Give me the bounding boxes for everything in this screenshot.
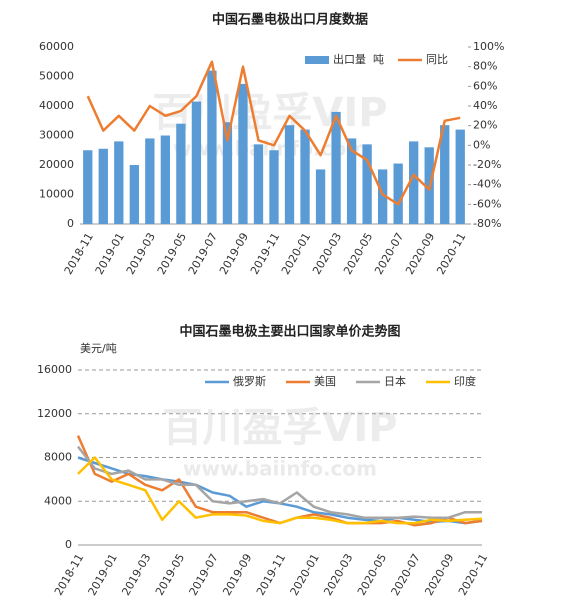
bar: [440, 125, 450, 224]
bar: [222, 122, 233, 224]
bar: [129, 165, 139, 224]
x-tick-label: 2019-01: [86, 552, 120, 598]
y2-tick-label: 100%: [473, 40, 504, 53]
x-tick-label: 2019-05: [153, 552, 187, 598]
watermark-url: www.baiinfo.com: [183, 457, 377, 481]
y2-tick-label: -80%: [473, 217, 501, 230]
x-tick-label: 2020-01: [288, 552, 322, 598]
y-axis-unit: 美元/吨: [80, 342, 117, 355]
y2-tick-label: -40%: [473, 178, 501, 191]
y-tick-label: 8000: [44, 451, 72, 464]
y-tick-label: 10000: [39, 188, 74, 201]
legend-label: 俄罗斯: [233, 375, 266, 388]
y-tick-label: 0: [65, 538, 72, 551]
legend-label: 同比: [426, 53, 448, 66]
y-tick-label: 40000: [39, 99, 74, 112]
x-tick-label: 2019-09: [220, 552, 254, 598]
x-tick-label: 2020-11: [434, 231, 468, 277]
x-tick-label: 2020-11: [456, 552, 490, 598]
bar: [176, 123, 186, 224]
y-tick-label: 20000: [39, 158, 74, 171]
bar: [346, 138, 357, 224]
y-tick-label: 60000: [39, 40, 74, 53]
y2-tick-label: 20%: [473, 119, 497, 132]
x-tick-label: 2019-05: [155, 231, 189, 277]
x-tick-label: 2018-11: [62, 231, 96, 277]
x-tick-label: 2020-03: [321, 552, 355, 598]
legend-label: 出口量 吨: [333, 52, 384, 66]
chart-title: 中国石墨电极主要出口国家单价走势图: [179, 324, 400, 340]
x-tick-label: 2020-03: [310, 231, 344, 277]
bar: [300, 129, 310, 224]
bar: [207, 70, 217, 224]
bar: [269, 150, 279, 224]
line-series: [77, 445, 482, 519]
bar: [145, 138, 155, 224]
y2-tick-label: 60%: [473, 79, 497, 92]
legend-label: 美国: [314, 375, 336, 388]
x-tick-label: 2020-05: [355, 552, 389, 598]
x-tick-label: 2019-03: [124, 231, 158, 277]
legend-label: 日本: [384, 374, 406, 388]
bar: [362, 144, 372, 224]
x-tick-label: 2018-11: [52, 552, 86, 598]
y2-tick-label: 40%: [473, 99, 497, 112]
y-tick-label: 16000: [37, 363, 72, 376]
y-tick-label: 50000: [39, 70, 74, 83]
bar: [284, 125, 295, 224]
bar: [253, 144, 264, 224]
x-tick-label: 2019-09: [217, 231, 251, 277]
bar: [160, 135, 171, 224]
y-tick-label: 0: [67, 217, 74, 230]
x-tick-label: 2019-01: [93, 231, 127, 277]
bar: [393, 163, 403, 224]
bar: [409, 141, 419, 224]
x-tick-label: 2019-11: [254, 552, 288, 598]
bar: [377, 169, 388, 224]
y2-tick-label: -60%: [473, 197, 501, 210]
y-tick-label: 4000: [44, 494, 72, 507]
y2-tick-label: -20%: [473, 158, 501, 171]
bar: [238, 83, 248, 224]
bar: [98, 148, 108, 224]
x-tick-label: 2020-05: [341, 231, 375, 277]
x-tick-label: 2020-09: [422, 552, 456, 598]
legend-label: 印度: [454, 374, 476, 388]
watermark: 百川盈孚VIP: [152, 90, 387, 136]
y2-tick-label: 80%: [473, 60, 497, 73]
bar: [191, 101, 202, 224]
watermark: 百川盈孚VIP: [162, 405, 397, 451]
x-tick-label: 2019-07: [186, 230, 220, 276]
y-tick-label: 30000: [39, 129, 74, 142]
legend-swatch: [305, 56, 329, 64]
line-series: [86, 60, 461, 206]
bar: [455, 129, 465, 224]
x-tick-label: 2020-07: [389, 552, 423, 598]
x-tick-label: 2019-07: [187, 552, 221, 598]
y2-tick-label: 0%: [473, 138, 490, 151]
x-tick-label: 2020-01: [279, 231, 313, 277]
bar: [114, 141, 124, 224]
bar: [83, 150, 93, 224]
y-tick-label: 12000: [37, 407, 72, 420]
chart-export-volume: 中国石墨电极出口月度数据 百川盈孚VIP www.baiinfo.com 010…: [39, 12, 504, 277]
bar: [315, 169, 326, 224]
bar: [331, 111, 341, 224]
x-tick-label: 2019-11: [248, 231, 282, 277]
x-tick-label: 2020-07: [372, 231, 406, 277]
chart-title: 中国石墨电极出口月度数据: [212, 12, 368, 28]
x-tick-label: 2019-03: [119, 552, 153, 598]
line-series: [77, 456, 483, 525]
x-tick-label: 2020-09: [403, 231, 437, 277]
chart-unit-price: 中国石墨电极主要出口国家单价走势图 美元/吨 百川盈孚VIP www.baiin…: [37, 324, 490, 598]
